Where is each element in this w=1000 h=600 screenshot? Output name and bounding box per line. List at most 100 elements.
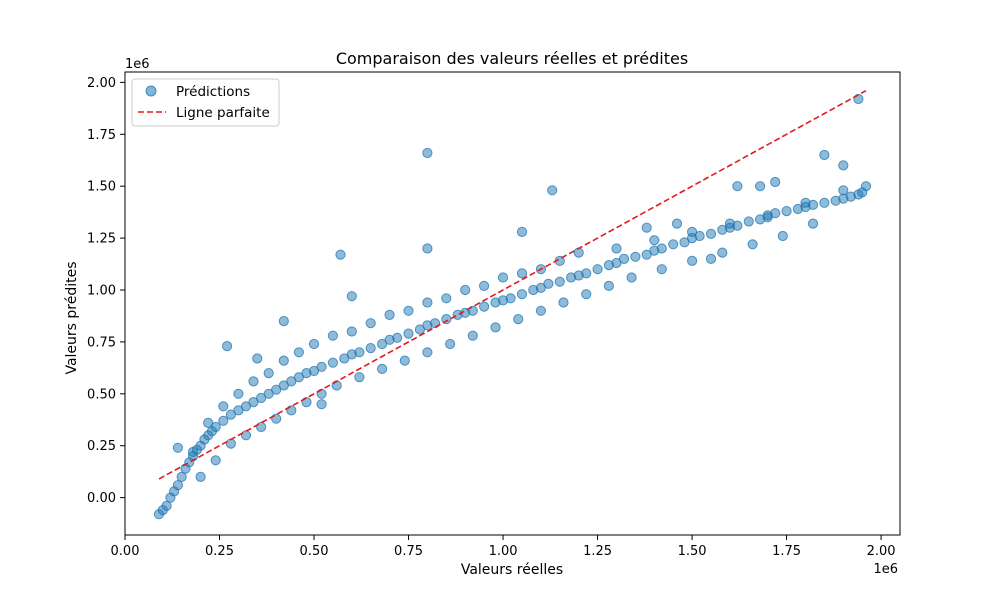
data-point — [460, 284, 471, 296]
data-point — [592, 264, 603, 275]
data-point — [218, 415, 229, 426]
x-tick-label: 1.75 — [772, 544, 801, 559]
data-point — [513, 314, 524, 325]
data-point — [656, 264, 667, 275]
data-point — [724, 218, 736, 229]
data-point — [252, 353, 263, 364]
data-point — [225, 409, 236, 420]
y-tick-label: 2.00 — [87, 76, 116, 91]
data-point — [346, 291, 357, 302]
data-point — [535, 305, 547, 316]
data-point — [490, 322, 501, 333]
data-point — [611, 243, 622, 254]
data-point — [392, 332, 403, 343]
data-point — [354, 347, 365, 358]
data-point — [308, 338, 320, 350]
data-point — [705, 228, 717, 239]
data-point — [762, 210, 773, 221]
data-point — [516, 268, 528, 279]
data-point — [172, 480, 183, 491]
data-point — [377, 338, 388, 350]
data-point — [422, 147, 433, 159]
x-tick-label: 1.25 — [583, 544, 612, 559]
data-point — [777, 230, 788, 242]
legend-marker-predictions — [145, 85, 157, 97]
data-point — [218, 401, 229, 412]
data-point — [687, 226, 698, 237]
data-point — [743, 216, 754, 227]
y-tick-label: 1.25 — [87, 232, 116, 247]
y-axis-label: Valeurs prédites — [64, 261, 80, 374]
data-point — [365, 343, 376, 354]
y-tick-label: 1.00 — [87, 284, 116, 299]
data-point — [327, 357, 338, 368]
data-point — [278, 316, 289, 327]
data-point — [467, 330, 478, 341]
axes-frame — [124, 71, 901, 536]
data-point — [377, 363, 388, 374]
y-offset-label: 1e6 — [125, 57, 150, 72]
y-tick-label: 0.75 — [87, 335, 116, 350]
data-point — [543, 278, 554, 289]
data-point — [161, 500, 172, 511]
data-point — [679, 237, 690, 248]
data-point — [263, 368, 274, 379]
data-point — [671, 218, 683, 229]
data-point — [641, 222, 652, 233]
data-point — [819, 197, 830, 208]
data-point — [278, 355, 289, 366]
data-point — [240, 401, 252, 412]
data-point — [403, 305, 414, 316]
data-point — [603, 280, 615, 291]
data-point — [210, 455, 221, 466]
data-point — [732, 181, 743, 192]
x-axis-label: Valeurs réelles — [461, 562, 563, 578]
data-point — [838, 160, 849, 171]
data-point — [618, 253, 630, 264]
chart-title: Comparaison des valeurs réelles et prédi… — [336, 49, 688, 68]
x-tick-label: 0.00 — [111, 544, 140, 559]
data-point — [656, 243, 667, 254]
data-point — [781, 206, 792, 217]
data-point — [403, 328, 414, 339]
scatter-series-predictions — [153, 93, 872, 520]
data-point — [327, 330, 338, 341]
data-point — [316, 399, 327, 410]
data-point — [705, 253, 717, 264]
data-point — [346, 326, 357, 337]
data-point — [414, 324, 425, 335]
data-point — [819, 149, 830, 161]
data-point — [800, 197, 811, 208]
x-tick-label: 0.75 — [394, 544, 423, 559]
data-point — [422, 297, 433, 308]
data-point — [172, 442, 183, 453]
data-point — [316, 361, 327, 372]
data-point — [335, 249, 346, 260]
data-point — [384, 309, 395, 320]
y-tick-label: 0.00 — [87, 491, 116, 506]
data-point — [248, 376, 259, 387]
data-point — [807, 218, 819, 229]
data-point — [445, 338, 456, 350]
data-point — [558, 297, 569, 308]
data-point — [755, 181, 766, 192]
x-tick-label: 2.00 — [867, 544, 896, 559]
data-point — [581, 268, 592, 279]
data-point — [365, 318, 376, 329]
data-point — [399, 355, 410, 366]
data-point — [687, 255, 698, 266]
y-tick-label: 1.50 — [87, 180, 116, 195]
data-point — [256, 392, 267, 404]
data-point — [176, 471, 187, 482]
data-point — [554, 276, 565, 287]
data-point — [354, 372, 365, 383]
data-point — [717, 247, 728, 258]
legend-label-predictions: Prédictions — [176, 84, 250, 100]
y-tick-label: 1.75 — [87, 128, 116, 143]
legend-box — [131, 78, 280, 127]
axes: 0.00 0.25 0.50 0.75 1.00 1.25 1.50 1.75 2.00 0.00… — [87, 71, 901, 559]
x-tick-label: 1.00 — [489, 544, 518, 559]
data-point — [271, 384, 282, 395]
